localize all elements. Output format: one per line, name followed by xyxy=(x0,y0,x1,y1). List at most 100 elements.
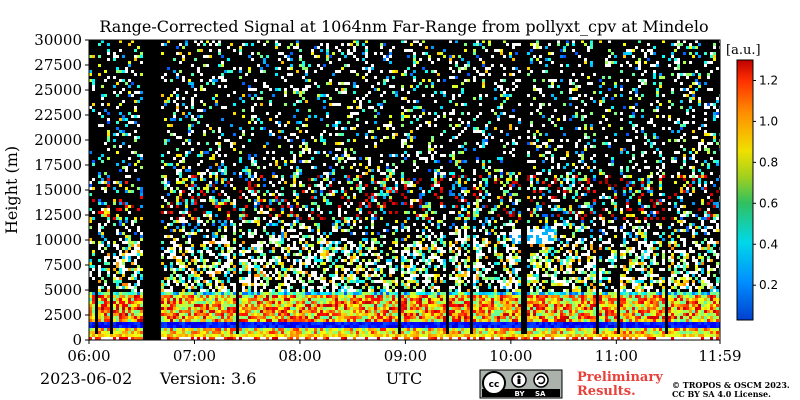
signal-pixel xyxy=(335,157,338,160)
signal-pixel xyxy=(227,316,230,319)
signal-pixel xyxy=(359,205,362,208)
signal-pixel xyxy=(431,253,434,256)
signal-pixel xyxy=(461,301,464,304)
signal-pixel xyxy=(428,235,431,238)
signal-pixel xyxy=(377,316,380,319)
signal-pixel xyxy=(392,226,395,229)
signal-pixel xyxy=(296,328,299,331)
signal-pixel xyxy=(251,187,254,190)
signal-pixel xyxy=(293,313,296,316)
signal-pixel xyxy=(173,190,176,193)
signal-pixel xyxy=(296,295,299,298)
signal-pixel xyxy=(437,322,440,325)
signal-pixel xyxy=(245,289,248,292)
signal-pixel xyxy=(173,157,176,160)
signal-pixel xyxy=(248,256,251,259)
signal-pixel xyxy=(374,316,377,319)
signal-pixel xyxy=(383,178,386,181)
signal-pixel xyxy=(347,328,350,331)
signal-pixel xyxy=(443,112,446,115)
signal-pixel xyxy=(404,337,407,340)
signal-pixel xyxy=(170,250,173,253)
signal-pixel xyxy=(350,325,353,328)
signal-pixel xyxy=(281,61,284,64)
signal-pixel xyxy=(455,103,458,106)
signal-pixel xyxy=(89,310,92,313)
signal-pixel xyxy=(191,229,194,232)
signal-pixel xyxy=(326,43,329,46)
signal-pixel xyxy=(104,187,107,190)
signal-pixel xyxy=(185,40,188,43)
signal-pixel xyxy=(389,115,392,118)
signal-pixel xyxy=(224,199,227,202)
signal-pixel xyxy=(428,205,431,208)
signal-pixel xyxy=(221,328,224,331)
signal-pixel xyxy=(401,88,404,91)
signal-pixel xyxy=(332,337,335,340)
signal-pixel xyxy=(242,94,245,97)
signal-pixel xyxy=(311,301,314,304)
signal-pixel xyxy=(338,313,341,316)
signal-pixel xyxy=(368,298,371,301)
signal-pixel xyxy=(242,289,245,292)
signal-pixel xyxy=(422,112,425,115)
signal-pixel xyxy=(182,199,185,202)
signal-pixel xyxy=(179,334,182,337)
signal-pixel xyxy=(191,100,194,103)
signal-pixel xyxy=(308,259,311,262)
signal-pixel xyxy=(293,172,296,175)
signal-pixel xyxy=(395,91,398,94)
signal-pixel xyxy=(140,205,143,208)
signal-pixel xyxy=(182,313,185,316)
signal-pixel xyxy=(107,328,110,331)
signal-pixel xyxy=(125,337,128,340)
signal-pixel xyxy=(458,211,461,214)
signal-pixel xyxy=(137,178,140,181)
signal-pixel xyxy=(98,301,101,304)
signal-pixel xyxy=(299,151,302,154)
signal-pixel xyxy=(101,103,104,106)
signal-pixel xyxy=(98,259,101,262)
signal-pixel xyxy=(116,301,119,304)
signal-pixel xyxy=(365,205,368,208)
signal-pixel xyxy=(113,316,116,319)
signal-pixel xyxy=(215,313,218,316)
signal-pixel xyxy=(209,304,212,307)
signal-pixel xyxy=(188,142,191,145)
signal-pixel xyxy=(452,193,455,196)
signal-pixel xyxy=(323,316,326,319)
signal-pixel xyxy=(434,274,437,277)
signal-pixel xyxy=(209,217,212,220)
signal-pixel xyxy=(401,280,404,283)
signal-pixel xyxy=(365,247,368,250)
signal-pixel xyxy=(413,307,416,310)
signal-pixel xyxy=(251,298,254,301)
signal-pixel xyxy=(371,64,374,67)
signal-pixel xyxy=(332,262,335,265)
signal-pixel xyxy=(161,337,164,340)
signal-pixel xyxy=(410,337,413,340)
signal-pixel xyxy=(107,43,110,46)
signal-pixel xyxy=(311,316,314,319)
signal-pixel xyxy=(449,61,452,64)
signal-pixel xyxy=(347,205,350,208)
signal-pixel xyxy=(416,307,419,310)
signal-pixel xyxy=(293,133,296,136)
signal-pixel xyxy=(452,259,455,262)
signal-pixel xyxy=(329,247,332,250)
signal-pixel xyxy=(281,232,284,235)
signal-pixel xyxy=(428,304,431,307)
signal-pixel xyxy=(425,247,428,250)
signal-pixel xyxy=(290,325,293,328)
signal-pixel xyxy=(452,172,455,175)
signal-pixel xyxy=(137,301,140,304)
signal-pixel xyxy=(329,301,332,304)
signal-pixel xyxy=(206,151,209,154)
signal-pixel xyxy=(356,292,359,295)
signal-pixel xyxy=(200,292,203,295)
signal-pixel xyxy=(386,229,389,232)
signal-pixel xyxy=(167,97,170,100)
signal-pixel xyxy=(320,247,323,250)
signal-pixel xyxy=(197,313,200,316)
signal-pixel xyxy=(449,250,452,253)
